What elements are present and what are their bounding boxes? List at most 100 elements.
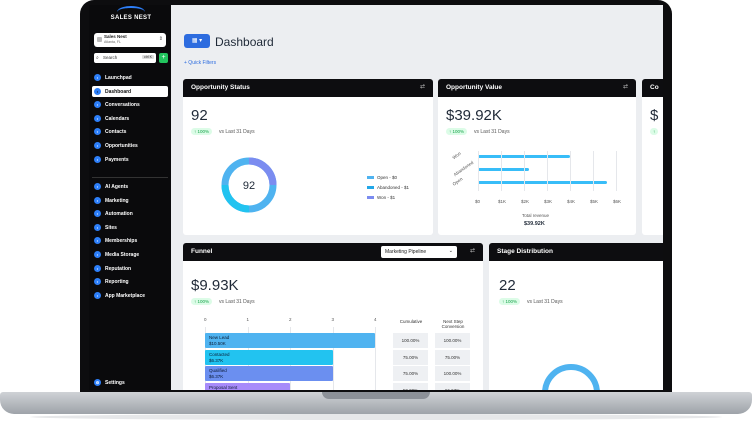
sidebar-item-label: Calendars xyxy=(105,115,130,122)
category-label: Open xyxy=(451,176,464,187)
sidebar-item-conversations[interactable]: • Conversations xyxy=(92,99,168,110)
sidebar-item-label: Opportunities xyxy=(105,143,138,149)
sidebar-item-app-marketplace[interactable]: • App Marketplace xyxy=(92,290,168,301)
card-stage-distribution: Stage Distribution 22 ↑ 100% vs Last 31 … xyxy=(489,243,663,390)
funnel-stage-value: $10.50K xyxy=(209,341,226,346)
top-bar: ▦ ▾ Dashboard + Quick Filters 2 xyxy=(171,5,663,66)
next-step-header: Next Step Conversion xyxy=(441,319,465,329)
legend-label: Won - $1 xyxy=(377,195,396,200)
donut-center-label: 92 xyxy=(243,180,255,192)
card-funnel: Funnel Marketing Pipeline ⌄ ⇄ $9.93K ↑ 1… xyxy=(183,243,483,390)
swap-icon[interactable]: ⇄ xyxy=(622,84,628,90)
sidebar-item-contacts[interactable]: • Contacts xyxy=(92,126,168,137)
payments-icon: • xyxy=(94,155,101,163)
funnel-gridline xyxy=(375,327,376,390)
funnel-axis-tick: 2 xyxy=(289,317,292,322)
laptop-shadow xyxy=(30,414,722,420)
value-bar xyxy=(478,181,607,184)
funnel-stage-label: Contacted xyxy=(209,351,230,357)
opportunities-icon: • xyxy=(94,142,101,149)
sidebar-item-marketing[interactable]: • Marketing xyxy=(92,195,168,206)
funnel-stage-value: $6.37K xyxy=(209,357,224,363)
funnel-bar: Proposal Sent$5.49K xyxy=(205,382,290,390)
sites-icon: • xyxy=(94,223,101,231)
x-gridline xyxy=(524,151,525,191)
legend-label: Open - $0 xyxy=(377,175,398,180)
sidebar-item-label: Settings xyxy=(105,380,125,386)
dashboard-switcher-button[interactable]: ▦ ▾ xyxy=(184,34,210,48)
stage-donut-chart: 22 xyxy=(542,364,600,390)
change-badge: ↑ 100% xyxy=(446,128,468,135)
change-badge: ↑ 100% xyxy=(191,298,213,305)
account-name: Sales Nest xyxy=(104,34,127,39)
sidebar-item-dashboard[interactable]: • Dashboard xyxy=(92,85,168,97)
logo-arc-icon xyxy=(117,6,145,18)
add-button[interactable]: + xyxy=(159,53,168,63)
dashboard-icon: • xyxy=(94,87,101,95)
x-tick-label: $1K xyxy=(498,199,507,204)
card-title: Funnel xyxy=(191,248,213,255)
change-badge: ↑ 100% xyxy=(191,128,213,135)
shortcut-badge: ctrl K xyxy=(142,55,154,59)
funnel-bar: Contacted $6.37K xyxy=(205,349,333,365)
funnel-axis-tick: 3 xyxy=(331,317,335,322)
cumulative-header: Cumulative xyxy=(399,319,423,324)
x-tick-label: $0 xyxy=(475,199,481,204)
card-title: Opportunity Status xyxy=(191,84,250,91)
reputation-icon: • xyxy=(94,264,101,272)
compare-label: vs Last 31 Days xyxy=(474,129,510,135)
card-partial: Co $ ↑ xyxy=(642,79,663,235)
sidebar-item-settings[interactable]: ⚙ Settings xyxy=(92,377,168,388)
swap-icon[interactable]: ⇄ xyxy=(419,84,425,90)
sidebar-item-label: Dashboard xyxy=(105,88,132,95)
sidebar-item-calendars[interactable]: • Calendars xyxy=(92,113,168,124)
sidebar-item-label: Payments xyxy=(105,156,129,163)
search-input[interactable]: ⌕ Search ctrl K xyxy=(94,53,156,63)
funnel-axis-tick: 1 xyxy=(246,317,250,322)
sidebar-item-label: Launchpad xyxy=(105,75,132,81)
x-tick-label: $2K xyxy=(521,199,530,204)
swap-icon[interactable]: ⇄ xyxy=(469,248,475,254)
account-switcher[interactable]: Sales Nest Atlanta, FL ⇕ xyxy=(94,33,166,47)
metric-value-partial: $ xyxy=(650,107,659,124)
sidebar-item-reputation[interactable]: • Reputation xyxy=(92,263,168,274)
cumulative-cell: 75.00% xyxy=(393,366,428,381)
metric-value: $9.93K xyxy=(191,277,239,294)
sidebar-item-payments[interactable]: • Payments xyxy=(92,154,168,165)
sidebar-item-sites[interactable]: • Sites xyxy=(92,222,168,233)
x-gridline xyxy=(478,151,479,191)
search-placeholder: Search xyxy=(103,55,118,60)
app-screen: SALES NEST Sales Nest Atlanta, FL ⇕ ⌕ Se… xyxy=(89,5,663,390)
next-step-cell: 100.00% xyxy=(435,333,470,348)
stage-donut-label: 22 xyxy=(564,388,578,390)
pipeline-select[interactable]: Marketing Pipeline ⌄ xyxy=(381,246,457,258)
cumulative-cell: 50.00% xyxy=(393,382,428,390)
sidebar-item-memberships[interactable]: • Memberships xyxy=(92,235,168,246)
x-gridline xyxy=(547,151,548,191)
reporting-icon: • xyxy=(94,278,101,286)
category-label: Abandoned xyxy=(452,159,475,178)
laptop-base xyxy=(0,392,752,414)
donut-slice-won xyxy=(248,157,277,186)
change-badge: ↑ 100% xyxy=(499,298,521,305)
funnel-stage-label: Qualified xyxy=(209,368,227,373)
chat-icon: • xyxy=(94,101,101,109)
sidebar-item-launchpad[interactable]: • Launchpad xyxy=(92,72,168,83)
sidebar-item-reporting[interactable]: • Reporting xyxy=(92,276,168,287)
card-header: Opportunity Status ⇄ xyxy=(183,79,433,97)
quick-filters-link[interactable]: + Quick Filters xyxy=(184,60,217,66)
x-tick-label: $4K xyxy=(567,199,576,204)
sidebar-item-opportunities[interactable]: • Opportunities xyxy=(92,140,168,151)
marketing-icon: • xyxy=(94,196,101,204)
sidebar-item-label: AI Agents xyxy=(105,184,129,190)
sidebar-item-media-storage[interactable]: • Media Storage xyxy=(92,249,168,260)
funnel-stage-label: New Lead xyxy=(209,335,230,340)
sidebar-item-label: Automation xyxy=(105,211,133,218)
apps-icon: • xyxy=(94,291,101,299)
sidebar-item-automation[interactable]: • Automation xyxy=(92,208,168,219)
automation-icon: • xyxy=(94,210,101,218)
card-header: Opportunity Value ⇄ xyxy=(438,79,636,97)
sidebar-item-ai-agents[interactable]: • AI Agents xyxy=(92,181,168,192)
next-step-cell: 100.00% xyxy=(435,366,470,381)
search-icon: ⌕ xyxy=(96,54,99,61)
